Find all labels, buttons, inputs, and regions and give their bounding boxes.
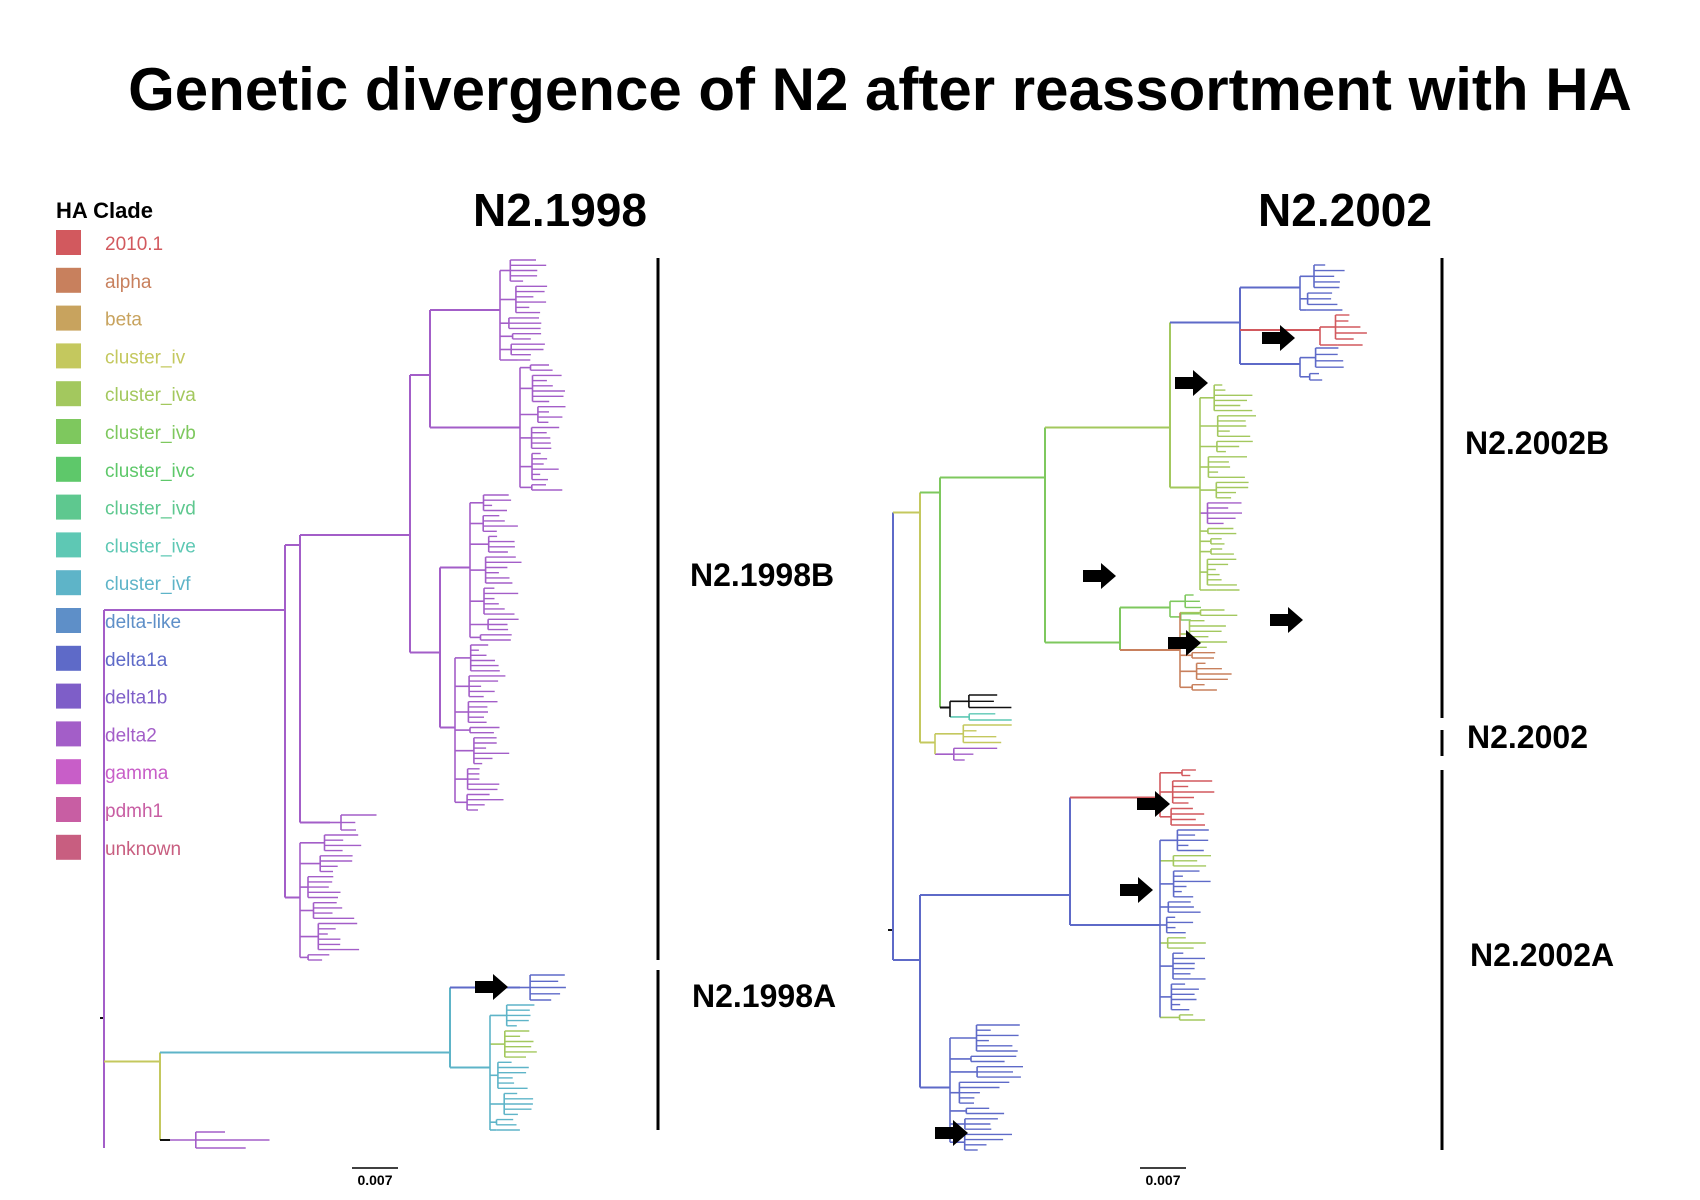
legend-items: 2010.1 alpha beta cluster_iv cluster_ivaclus… [56,230,196,860]
scale-label-left: 0.007 [357,1172,392,1188]
tree-title-n2-1998: N2.1998 [473,184,647,236]
legend-swatch [56,834,81,860]
legend-label: delta2 [105,725,157,746]
legend-swatch [56,267,81,293]
clade-label-n2-1998b: N2.1998B [690,557,834,593]
legend-label: unknown [105,839,181,860]
legend-label: gamma [105,763,169,784]
arrow-icon [1262,325,1295,351]
legend-label: cluster_ivf [105,574,191,595]
legend-swatch [56,343,81,369]
legend-label: cluster_iv [105,347,186,368]
legend-label: cluster_iva [105,385,196,406]
figure-title: Genetic divergence of N2 after reassortm… [128,56,1632,123]
legend-swatch [56,381,81,407]
legend-label: cluster_ive [105,536,196,557]
arrow-icon [935,1120,968,1146]
legend-label: beta [105,310,142,331]
clade-label-n2-2002a: N2.2002A [1470,937,1614,973]
legend: HA Clade 2010.1 alpha beta cluster_ivcluste… [56,198,196,860]
legend-swatch [56,230,81,255]
arrow-icon [475,974,508,1000]
arrow-icon [1083,563,1116,589]
clade-label-n2-2002b: N2.2002B [1465,425,1609,461]
phylogenetic-tree-n2-1998 [100,259,566,1149]
arrow-icon [1270,607,1303,633]
legend-label: delta1b [105,688,167,709]
legend-label: delta-like [105,612,181,633]
legend-label: cluster_ivb [105,423,196,444]
legend-label: cluster_ivc [105,461,195,482]
arrow-icon [1168,630,1201,656]
legend-label: delta1a [105,650,168,671]
legend-swatch [56,759,81,785]
legend-swatch [56,419,81,444]
legend-label: 2010.1 [105,234,163,255]
arrow-icon [1120,877,1153,903]
legend-swatch [56,683,81,709]
legend-swatch [56,721,81,747]
legend-swatch [56,645,81,671]
legend-label: alpha [105,272,152,293]
legend-title: HA Clade [56,198,153,223]
legend-swatch [56,532,81,558]
clade-label-n2-1998a: N2.1998A [692,978,836,1014]
arrow-icon [1137,791,1170,817]
legend-swatch [56,456,81,482]
scale-label-right: 0.007 [1145,1172,1180,1188]
legend-swatch [56,305,81,331]
legend-swatch [56,608,81,633]
legend-swatch [56,494,81,520]
arrow-icon [1175,370,1208,396]
legend-label: cluster_ivd [105,499,196,520]
clade-label-n2-2002: N2.2002 [1467,719,1588,755]
phylogenetic-tree-n2-2002 [888,264,1367,1151]
legend-swatch [56,797,81,822]
tree-title-n2-2002: N2.2002 [1258,184,1432,236]
reassortment-arrows [475,325,1303,1146]
legend-swatch [56,570,81,596]
legend-label: pdmh1 [105,801,163,822]
